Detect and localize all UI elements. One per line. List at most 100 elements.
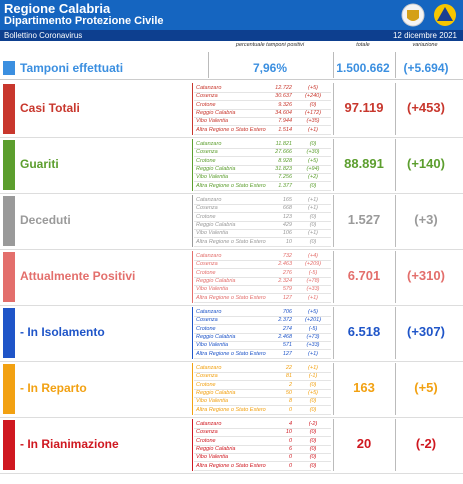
province-change: (+35) <box>306 118 320 125</box>
province-change: (+1) <box>308 126 318 133</box>
province-value: 11.821 <box>275 141 292 147</box>
divider <box>395 139 396 191</box>
title: Regione Calabria <box>4 1 111 16</box>
province-line <box>194 204 331 205</box>
province-name: Altra Regione o Stato Estero <box>196 238 266 245</box>
province-value: 579 <box>282 286 292 293</box>
province-value: 22 <box>285 365 292 371</box>
province-change: (0) <box>309 454 317 461</box>
province-value: 12.722 <box>275 85 292 91</box>
province-box <box>192 363 193 415</box>
province-line <box>194 284 331 286</box>
header-bar <box>0 0 463 30</box>
divider <box>395 195 396 247</box>
province-value: 0 <box>288 406 292 413</box>
province-name: Vibo Valentia <box>196 454 229 461</box>
province-change: (+5) <box>308 309 318 315</box>
province-value: 2.468 <box>278 333 292 340</box>
province-value: 30.637 <box>275 93 292 100</box>
section-change: (+453) <box>407 100 445 115</box>
logos <box>401 3 456 27</box>
tab <box>3 84 15 134</box>
province-line <box>194 189 331 191</box>
section-change: (-2) <box>415 436 437 451</box>
province-line <box>194 332 331 334</box>
province-value: 732 <box>282 253 292 259</box>
province-change: (0) <box>309 141 317 147</box>
province-value: 81 <box>285 373 292 380</box>
section-change: (+3) <box>414 212 438 227</box>
province-value: 106 <box>282 230 292 237</box>
province-change: (+172) <box>304 109 322 116</box>
province-name: Crotone <box>196 213 216 220</box>
province-line <box>194 133 331 135</box>
province-value: 6 <box>288 445 292 452</box>
section-total: 97.119 <box>344 100 384 115</box>
province-value: 31.823 <box>275 165 292 172</box>
province-change: (+1) <box>308 230 318 237</box>
province-change: (0) <box>309 398 317 405</box>
province-name: Reggio Calabria <box>196 277 236 284</box>
province-line <box>194 349 331 351</box>
tab <box>3 61 15 75</box>
province-line <box>194 212 331 214</box>
province-change: (+1) <box>308 205 318 212</box>
province-value: 1.514 <box>278 126 292 133</box>
row-line <box>0 305 463 306</box>
province-name: Vibo Valentia <box>196 230 229 237</box>
province-change: (+1) <box>308 350 318 357</box>
province-change: (+2) <box>308 174 318 181</box>
province-line <box>194 228 331 230</box>
province-name: Altra Regione o Stato Estero <box>196 294 266 301</box>
province-line <box>194 436 331 438</box>
province-change: (-5) <box>308 325 318 332</box>
divider <box>333 419 334 471</box>
province-line <box>194 380 331 382</box>
province-name: Crotone <box>196 325 216 332</box>
province-value: 127 <box>282 294 292 301</box>
province-value: 8.928 <box>278 157 292 164</box>
province-change: (+33) <box>306 342 320 349</box>
section-total: 6.518 <box>347 324 381 339</box>
date: 12 dicembre 2021 <box>392 31 457 40</box>
province-value: 9.326 <box>278 101 292 108</box>
province-value: 34.604 <box>275 109 292 116</box>
section-change: (+310) <box>407 268 445 283</box>
divider <box>395 251 396 303</box>
province-value: 2 <box>288 381 292 388</box>
tests-total: 1.500.662 <box>336 61 390 75</box>
section-change: (+307) <box>407 324 445 339</box>
divider <box>333 83 334 135</box>
province-value: 706 <box>282 309 292 315</box>
province-value: 2.463 <box>278 261 292 268</box>
province-line <box>194 156 331 158</box>
tests-label: Tamponi effettuati <box>20 61 124 75</box>
section-label: Attualmente Positivi <box>20 269 136 283</box>
province-change: (+5) <box>308 85 318 91</box>
province-name: Cosenza <box>196 149 218 156</box>
tests-percent: 7,96% <box>252 61 288 75</box>
province-change: (+1) <box>308 197 318 203</box>
province-line <box>194 245 331 247</box>
divider <box>395 363 396 415</box>
section-total: 1.527 <box>347 212 381 227</box>
tab <box>3 364 15 414</box>
province-change: (+73) <box>306 333 320 340</box>
province-change: (+4) <box>308 253 318 259</box>
tab <box>3 420 15 470</box>
tab <box>3 140 15 190</box>
row-line <box>0 361 463 362</box>
province-name: Vibo Valentia <box>196 342 229 349</box>
province-change: (-5) <box>308 269 318 276</box>
section-total: 20 <box>356 436 372 451</box>
province-name: Reggio Calabria <box>196 109 236 116</box>
province-name: Cosenza <box>196 261 218 268</box>
province-line <box>194 372 331 373</box>
province-name: Cosenza <box>196 205 218 212</box>
tab <box>3 308 15 358</box>
bulletin: Bollettino Coronavirus <box>4 31 83 40</box>
row-line <box>0 137 463 138</box>
province-value: 0 <box>288 437 292 444</box>
province-line <box>194 413 331 415</box>
